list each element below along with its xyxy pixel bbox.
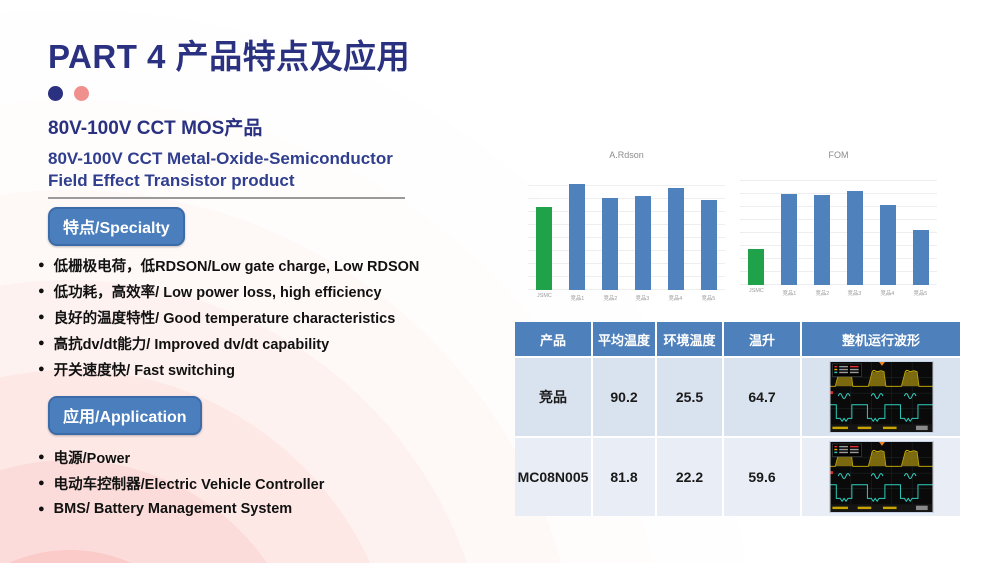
table-cell-avg_temp: 81.8 (593, 438, 655, 516)
oscilloscope-waveform-image (802, 438, 960, 516)
divider-line (48, 197, 405, 199)
x-tick-label: 竞品5 (913, 291, 928, 297)
oscilloscope-waveform-image (802, 358, 960, 436)
table-cell-product: MC08N005 (515, 438, 591, 516)
application-badge: 应用/Application (48, 396, 202, 435)
bar-竞品4 (667, 188, 684, 290)
chart-x-axis-labels: JSMC 竞品1 竞品2 竞品3 竞品4 竞品5 (740, 288, 937, 297)
specialty-badge: 特点/Specialty (48, 207, 185, 246)
bullet-icon: ● (38, 284, 45, 297)
page-title: PART 4 产品特点及应用 (48, 38, 411, 75)
table-cell-temp_rise: 64.7 (724, 358, 800, 436)
x-tick-label: 竞品4 (880, 291, 895, 297)
specialty-item-label: 良好的温度特性/ Good temperature characteristic… (53, 310, 396, 327)
specialty-item-label: 低功耗，高效率/ Low power loss, high efficiency (53, 284, 382, 301)
subtitle-en-line2: Field Effect Transistor product (48, 171, 295, 190)
table-cell-temp_rise: 59.6 (724, 438, 800, 516)
application-item-label: 电源/Power (53, 450, 131, 467)
bullet-icon: ● (38, 476, 45, 489)
x-tick-label: JSMC (537, 293, 552, 299)
bar-竞品3 (634, 196, 651, 290)
table-cell-ambient_temp: 25.5 (657, 358, 722, 436)
table-header-4: 整机运行波形 (802, 322, 960, 356)
application-list: ● 电源/Power ● 电动车控制器/Electric Vehicle Contro… (38, 444, 324, 522)
table-header-2: 环境温度 (657, 322, 722, 356)
bullet-icon: ● (38, 310, 45, 323)
bar-竞品4 (879, 205, 896, 285)
chart-fom: FOM JSMC 竞品1 竞品2 竞品3 竞品4 竞品5 (740, 150, 937, 297)
x-tick-label: 竞品4 (668, 296, 683, 302)
bar-竞品1 (569, 183, 586, 290)
specialty-item-label: 低栅极电荷，低RDSON/Low gate charge, Low RDSON (53, 258, 420, 275)
specialty-item-1: ● 低功耗，高效率/ Low power loss, high efficienc… (38, 278, 419, 304)
table-header-1: 平均温度 (593, 322, 655, 356)
x-tick-label: 竞品1 (570, 296, 585, 302)
application-item-0: ● 电源/Power (38, 444, 324, 470)
accent-dot-pink (74, 86, 90, 101)
x-tick-label: 竞品3 (847, 291, 862, 297)
specialty-item-3: ● 高抗dv/dt能力/ Improved dv/dt capability (38, 330, 419, 356)
bullet-icon: ● (38, 450, 45, 463)
accent-dots (48, 86, 96, 106)
chart-x-axis-labels: JSMC 竞品1 竞品2 竞品3 竞品4 竞品5 (528, 293, 725, 302)
specialty-item-label: 开关速度快/ Fast switching (53, 362, 235, 379)
table-cell-product: 竞品 (515, 358, 591, 436)
bar-竞品5 (912, 230, 929, 285)
x-tick-label: 竞品2 (815, 291, 829, 297)
specialty-item-label: 高抗dv/dt能力/ Improved dv/dt capability (53, 336, 330, 353)
chart-title: FOM (828, 150, 849, 160)
application-item-label: 电动车控制器/Electric Vehicle Controller (53, 476, 325, 493)
bar-竞品2 (814, 195, 831, 285)
x-tick-label: 竞品5 (701, 296, 716, 302)
x-tick-label: JSMC (749, 288, 764, 294)
comparison-table: 产品 平均温度 环境温度 温升 整机运行波形竞品 90.2 25.5 64.7 (515, 322, 960, 516)
specialty-item-4: ● 开关速度快/ Fast switching (38, 356, 419, 382)
application-item-label: BMS/ Battery Management System (53, 501, 293, 517)
table-cell-avg_temp: 90.2 (593, 358, 655, 436)
specialty-item-2: ● 良好的温度特性/ Good temperature characteristi… (38, 304, 419, 330)
chart-plot-area (528, 173, 725, 290)
bar-竞品3 (846, 190, 863, 285)
specialty-list: ● 低栅极电荷，低RDSON/Low gate charge, Low RDSON… (38, 252, 419, 382)
bar-JSMC (748, 249, 765, 285)
application-item-1: ● 电动车控制器/Electric Vehicle Controller (38, 470, 324, 496)
bullet-icon: ● (38, 258, 45, 271)
bar-竞品5 (700, 199, 717, 290)
subtitle-cn: 80V-100V CCT MOS产品 (48, 118, 263, 139)
chart-a-rdson: A.Rdson JSMC 竞品1 竞品2 竞品3 竞品4 竞品5 (528, 150, 725, 302)
specialty-item-0: ● 低栅极电荷，低RDSON/Low gate charge, Low RDSON (38, 252, 419, 278)
chart-plot-area (740, 173, 937, 285)
application-item-2: ● BMS/ Battery Management System (38, 496, 324, 522)
x-tick-label: 竞品1 (782, 291, 797, 297)
subtitle-en-line1: 80V-100V CCT Metal-Oxide-Semiconductor (48, 149, 393, 168)
bullet-icon: ● (38, 502, 45, 515)
subtitle-en: 80V-100V CCT Metal-Oxide-Semiconductor Fi… (48, 148, 393, 192)
bar-竞品2 (602, 197, 619, 290)
bullet-icon: ● (38, 336, 45, 349)
bar-JSMC (536, 206, 553, 290)
chart-title: A.Rdson (609, 150, 644, 160)
table-cell-ambient_temp: 22.2 (657, 438, 722, 516)
x-tick-label: 竞品2 (603, 296, 617, 302)
table-header-0: 产品 (515, 322, 591, 356)
table-header-3: 温升 (724, 322, 800, 356)
accent-dot-navy (48, 86, 63, 101)
bullet-icon: ● (38, 362, 45, 375)
bar-竞品1 (781, 194, 798, 285)
x-tick-label: 竞品3 (635, 296, 650, 302)
